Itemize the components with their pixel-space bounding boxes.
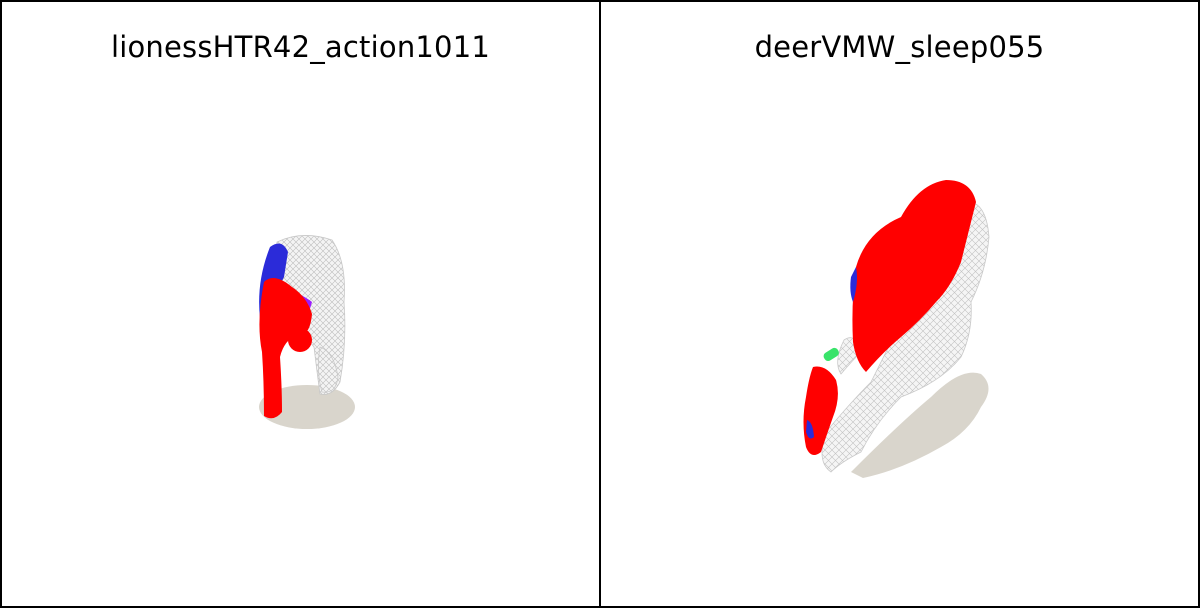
panel-title: deerVMW_sleep055 [754, 30, 1045, 64]
blue-patch [850, 267, 857, 302]
deer-mesh-render [803, 180, 990, 478]
wireframe-leg [318, 346, 339, 393]
red-torso [852, 180, 976, 372]
ground-shadow [259, 385, 355, 429]
blue-head-patch [806, 420, 814, 439]
green-marker [823, 347, 839, 361]
left-viewport[interactable]: lionessHTR42_action1011 [0, 0, 601, 608]
right-viewport[interactable]: deerVMW_sleep055 [601, 0, 1200, 608]
red-limb [259, 278, 312, 419]
red-paw [288, 328, 312, 352]
lioness-mesh-render [259, 235, 355, 429]
ground-shadow [851, 372, 989, 478]
panel-title: lionessHTR42_action1011 [110, 30, 491, 64]
